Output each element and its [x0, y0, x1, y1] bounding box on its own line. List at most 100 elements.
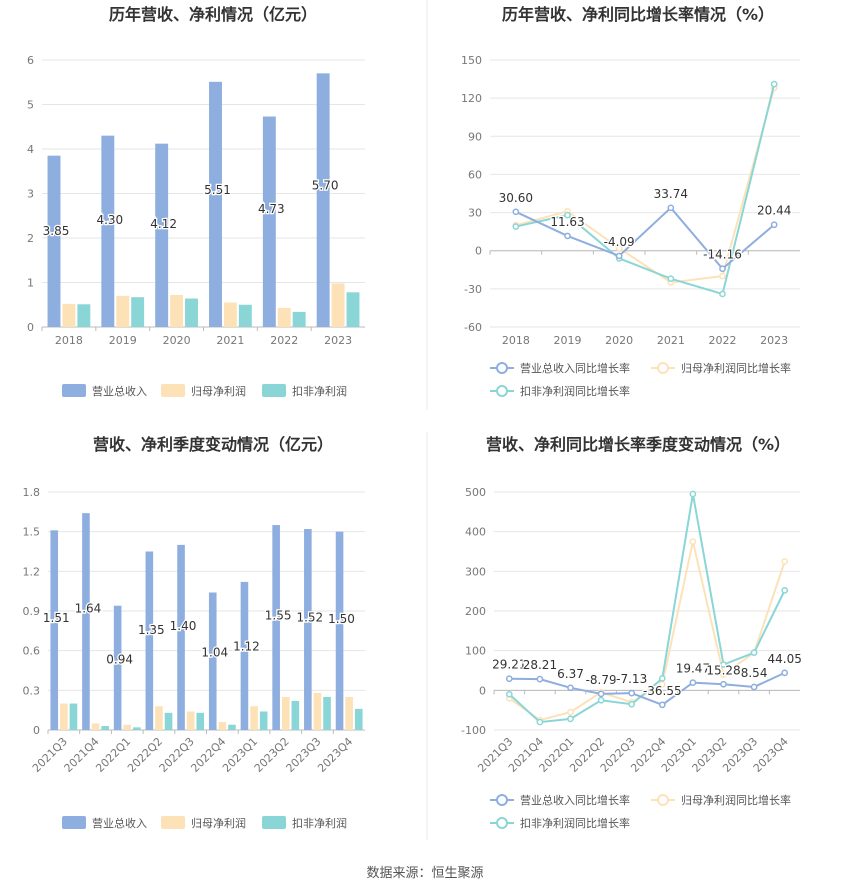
quarter-bar-ytick-label: 0.3: [23, 684, 41, 697]
annual-line-data-label: -4.09: [604, 235, 635, 249]
quarter-line-point-归母净利润同比增长率: [658, 681, 666, 688]
annual-bar-bar-归母净利润: [116, 295, 130, 327]
annual-bar-xtick-label: 2018: [55, 334, 83, 347]
annual-bar-bar-营业总收入: [209, 81, 222, 328]
annual-bar-bar-扣非净利润: [292, 311, 306, 327]
annual-bar-data-label: 4.30: [96, 213, 123, 227]
quarter-bar-bar-归母净利润: [250, 706, 258, 730]
annual-bar-title: 历年营收、净利情况（亿元）: [109, 5, 317, 24]
annual-bar-xtick-label: 2022: [270, 334, 298, 347]
annual-bar-legend-item: 扣非净利润: [262, 384, 347, 398]
annual-line-point-归母净利润同比增长率: [615, 244, 623, 252]
quarter-bar-data-label: 1.40: [170, 619, 197, 633]
annual-bar-xtick-label: 2023: [324, 334, 352, 347]
quarter-line-point-扣非净利润同比增长率: [689, 490, 697, 498]
annual-bar-data-label: 3.85: [43, 224, 70, 238]
quarter-bar-bar-扣非净利润: [323, 696, 331, 730]
quarter-bar-bar-营业总收入: [82, 513, 90, 730]
quarter-line-point-营业总收入同比增长率: [720, 680, 727, 688]
annual-line-line-扣非净利润同比增长率: [515, 83, 776, 296]
quarter-line-point-归母净利润同比增长率: [689, 538, 697, 545]
quarter-line-line-扣非净利润同比增长率: [508, 493, 786, 724]
quarter-bar-bar-扣非净利润: [69, 703, 78, 730]
quarter-line-data-label: 28.21: [523, 658, 557, 672]
annual-line-legend-swatch-marker: [496, 385, 508, 397]
quarter-bar-title: 营收、净利季度变动情况（亿元）: [93, 435, 333, 454]
annual-line-data-label: 33.74: [654, 187, 688, 201]
annual-bar-bar-归母净利润: [170, 294, 184, 327]
quarter-bar-legend-swatch: [161, 816, 185, 829]
annual-line-xtick-label: 2018: [502, 334, 530, 347]
quarter-bar-bar-营业总收入: [177, 544, 185, 730]
quarter-bar-data-label: 1.04: [201, 645, 228, 659]
quarter-bar-bar-扣非净利润: [196, 712, 205, 730]
quarter-line-ytick-label: -100: [461, 724, 486, 737]
quarter-line-line-归母净利润同比增长率: [508, 541, 786, 722]
annual-bar-bar-扣非净利润: [346, 292, 360, 327]
annual-bar-bar-归母净利润: [223, 302, 237, 327]
quarter-bar-bar-营业总收入: [145, 551, 154, 730]
quarter-bar-bar-营业总收入: [335, 531, 344, 730]
annual-bar-ytick-label: 6: [27, 54, 34, 67]
annual-bar-bar-营业总收入: [155, 143, 169, 327]
annual-line-xtick-label: 2023: [760, 334, 788, 347]
annual-line-xtick-label: 2019: [554, 334, 582, 347]
annual-line-point-营业总收入同比增长率: [512, 208, 520, 216]
annual-line-ytick-label: -30: [464, 283, 482, 296]
quarter-bar-bar-归母净利润: [345, 696, 353, 730]
annual-bar-legend-item: 营业总收入: [62, 384, 147, 398]
quarter-bar-legend-item: 营业总收入: [62, 816, 147, 830]
annual-line-ytick-label: 30: [468, 207, 482, 220]
annual-bar-xtick-label: 2020: [163, 334, 191, 347]
quarter-bar-bar-归母净利润: [91, 723, 100, 730]
quarter-line-point-归母净利润同比增长率: [781, 558, 789, 565]
annual-bar-bar-归母净利润: [331, 283, 345, 327]
quarter-line-point-扣非净利润同比增长率: [567, 715, 574, 723]
quarter-line-data-label: 15.28: [706, 663, 740, 677]
quarter-line-data-label: 19.47: [676, 662, 710, 676]
quarter-bar-ytick-label: 0.6: [23, 645, 41, 658]
quarter-bar-bar-营业总收入: [240, 581, 249, 730]
quarter-line-data-label: 8.54: [741, 666, 768, 680]
annual-line-ytick-label: 0: [475, 245, 482, 258]
quarter-line-point-扣非净利润同比增长率: [505, 690, 513, 698]
annual-line-xtick-label: 2021: [657, 334, 685, 347]
annual-bar-data-label: 4.73: [258, 202, 285, 216]
annual-line-line-归母净利润同比增长率: [515, 87, 776, 284]
annual-line-point-扣非净利润同比增长率: [512, 223, 520, 230]
annual-bar-ytick-label: 0: [27, 321, 34, 334]
quarter-line-point-营业总收入同比增长率: [628, 689, 636, 697]
annual-bar-legend-item: 归母净利润: [161, 384, 246, 398]
annual-line-data-label: 11.63: [550, 215, 584, 229]
annual-line-data-label: -14.16: [703, 248, 742, 262]
annual-bar-ytick-label: 2: [27, 232, 34, 245]
quarter-line-point-归母净利润同比增长率: [567, 708, 574, 716]
quarter-bar-bar-扣非净利润: [228, 724, 236, 730]
annual-line-legend-label: 营业总收入同比增长率: [520, 361, 630, 375]
annual-line-legend-label: 归母净利润同比增长率: [681, 361, 791, 375]
quarter-bar-chart: 营收、净利季度变动情况（亿元）00.30.60.91.21.51.82021Q3…: [23, 435, 365, 830]
quarter-line-point-扣非净利润同比增长率: [597, 696, 605, 704]
annual-line-xtick-label: 2022: [709, 334, 737, 347]
quarter-line-point-扣非净利润同比增长率: [781, 587, 789, 594]
quarter-line-ytick-label: 500: [465, 486, 486, 499]
quarter-bar-bar-扣非净利润: [101, 726, 109, 730]
annual-line-point-营业总收入同比增长率: [615, 252, 623, 260]
quarter-line-point-扣非净利润同比增长率: [536, 718, 544, 726]
quarter-line-legend-swatch-marker: [496, 817, 508, 829]
annual-line-ytick-label: 120: [461, 92, 482, 105]
annual-line-point-扣非净利润同比增长率: [770, 80, 778, 88]
annual-bar-legend-label: 营业总收入: [92, 384, 147, 398]
annual-line-chart: 历年营收、净利同比增长率情况（%） -60 -30 0 30 60 90 120 150 2018…: [461, 5, 800, 398]
quarter-line-ytick-label: 200: [465, 605, 486, 618]
quarter-bar-bar-归母净利润: [186, 711, 195, 730]
annual-bar-legend-swatch: [262, 384, 286, 397]
annual-bar-legend-swatch: [161, 384, 185, 397]
quarter-bar-bar-归母净利润: [60, 703, 68, 730]
annual-bar-bar-归母净利润: [62, 303, 76, 327]
quarter-line-data-label: -36.55: [643, 684, 682, 698]
annual-line-point-营业总收入同比增长率: [667, 204, 675, 212]
annual-bar-legend-label: 扣非净利润: [292, 384, 347, 398]
annual-bar-bar-营业总收入: [262, 116, 276, 327]
